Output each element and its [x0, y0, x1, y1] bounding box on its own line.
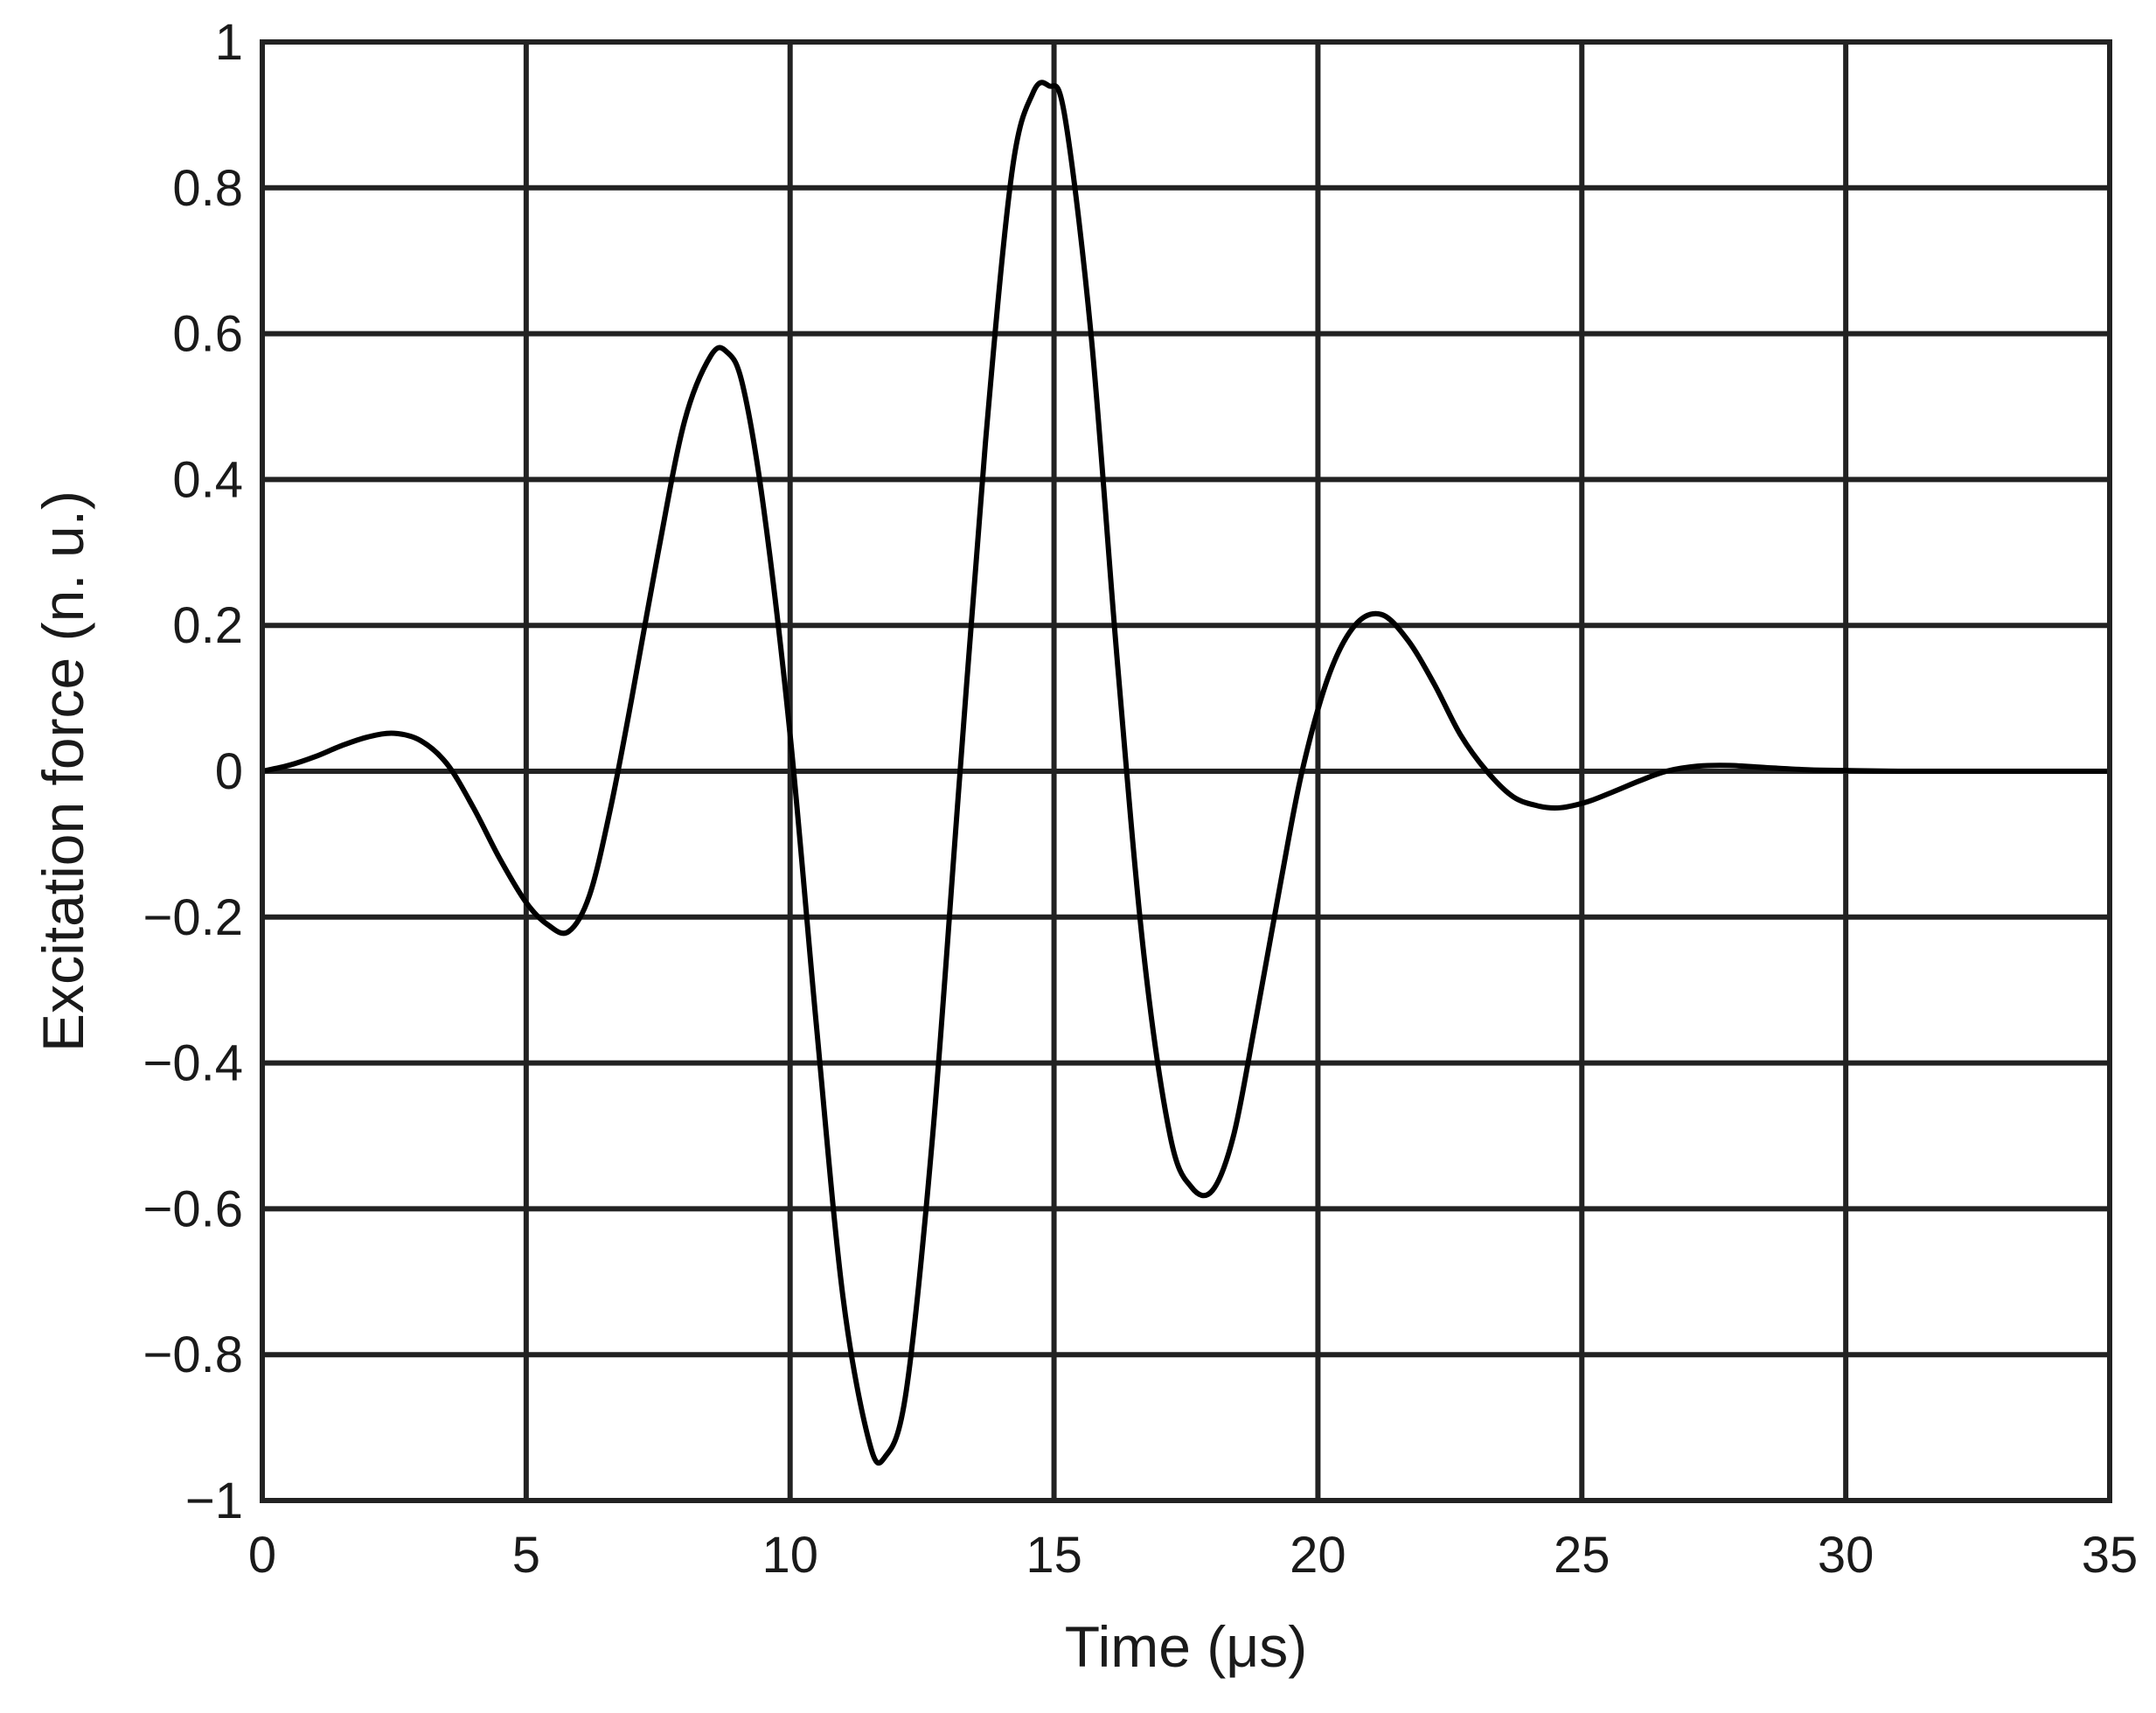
- y-tick-label: −0.2: [143, 889, 244, 946]
- y-axis-title: Excitation force (n. u.): [31, 491, 95, 1052]
- x-tick-label: 30: [1818, 1527, 1874, 1584]
- y-tick-label: −0.6: [143, 1180, 244, 1237]
- y-tick-label: 0: [215, 743, 243, 800]
- x-tick-labels: 0 5 10 15 20 25 30 35: [248, 1527, 2138, 1584]
- y-tick-label: −0.8: [143, 1327, 244, 1383]
- x-tick-label: 15: [1026, 1527, 1082, 1584]
- x-tick-label: 0: [248, 1527, 276, 1584]
- y-tick-label: 0.8: [172, 160, 243, 217]
- y-tick-label: 0.2: [172, 597, 243, 654]
- x-tick-label: 35: [2082, 1527, 2139, 1584]
- y-tick-label: −0.4: [143, 1035, 244, 1092]
- y-tick-label: 0.6: [172, 306, 243, 363]
- x-axis-title: Time (μs): [1065, 1614, 1308, 1679]
- y-tick-label: −1: [185, 1473, 243, 1529]
- y-tick-label: 1: [215, 14, 243, 71]
- y-tick-label: 0.4: [172, 451, 243, 508]
- x-tick-label: 5: [512, 1527, 540, 1584]
- series-line: [260, 80, 2112, 1466]
- plot-frame: [260, 39, 2112, 1503]
- x-tick-label: 20: [1290, 1527, 1346, 1584]
- y-tick-labels: 1 0.8 0.6 0.4 0.2 0 −0.2 −0.4 −0.6 −0.8 −1: [143, 14, 244, 1529]
- x-tick-label: 25: [1554, 1527, 1610, 1584]
- x-tick-label: 10: [762, 1527, 818, 1584]
